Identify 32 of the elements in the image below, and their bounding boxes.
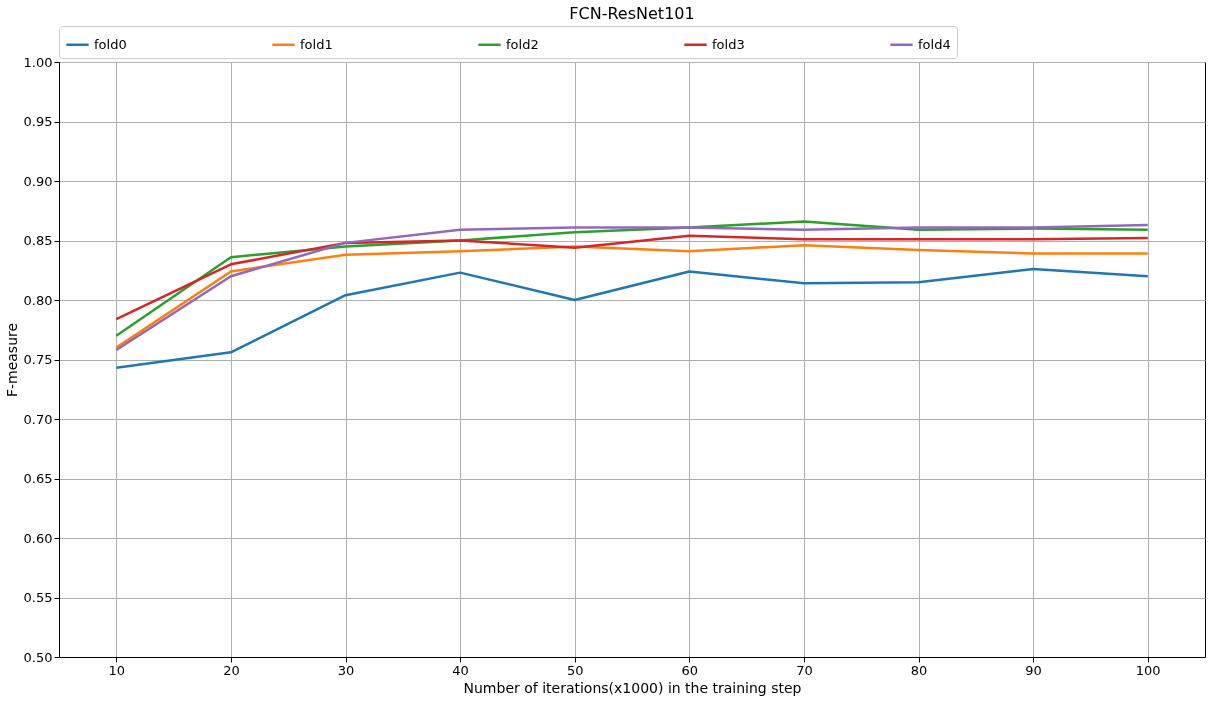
x-tick-label: 20 — [223, 662, 240, 678]
x-tick-label: 60 — [681, 662, 699, 678]
x-tick-label: 10 — [108, 662, 126, 678]
x-tick-label: 100 — [1135, 662, 1161, 678]
x-tick-label: 50 — [566, 662, 584, 678]
x-axis-title: Number of iterations(x1000) in the training step — [463, 679, 802, 696]
y-tick-label: 0.90 — [23, 173, 53, 189]
y-tick-label: 0.70 — [23, 411, 53, 427]
legend-label: fold4 — [918, 36, 951, 52]
line-series — [115, 267, 1149, 370]
chart-title: FCN-ResNet101 — [569, 3, 695, 23]
y-tick-label: 1.00 — [23, 54, 53, 70]
line-series — [115, 234, 1149, 321]
x-tick-label: 80 — [910, 662, 928, 678]
x-tick-label: 30 — [337, 662, 355, 678]
y-tick-label: 0.85 — [23, 233, 53, 248]
x-tick-label: 90 — [1025, 662, 1042, 678]
y-tick-label: 0.75 — [23, 352, 53, 367]
line-series — [115, 244, 1149, 349]
y-tick-label: 0.55 — [23, 590, 53, 605]
x-tick-label: 40 — [452, 662, 469, 678]
y-tick-label: 0.60 — [23, 530, 53, 546]
x-tick-label: 70 — [796, 662, 813, 678]
y-tick-label: 0.50 — [23, 649, 53, 665]
y-tick-label: 0.65 — [23, 471, 53, 486]
y-tick-label: 0.80 — [23, 292, 53, 308]
legend-label: fold1 — [300, 36, 333, 52]
y-axis-title: F-measure — [3, 322, 20, 398]
legend-label: fold0 — [94, 36, 127, 52]
y-tick-label: 0.95 — [23, 114, 53, 129]
legend-label: fold3 — [712, 36, 745, 52]
legend-label: fold2 — [506, 36, 539, 52]
